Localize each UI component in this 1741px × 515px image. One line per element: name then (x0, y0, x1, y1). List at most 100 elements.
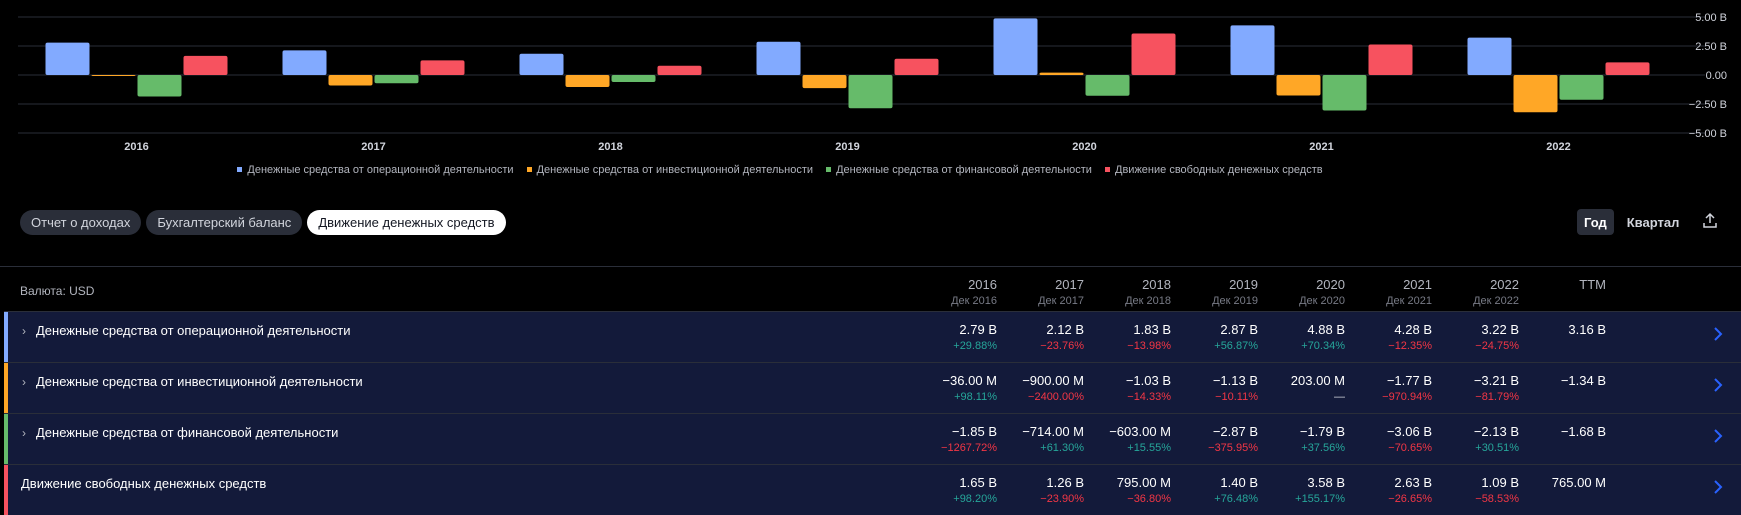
column-year: 2022 (1490, 277, 1519, 292)
table-cell: 3.22 B −24.75% (1439, 322, 1519, 352)
cell-change: +37.56% (1301, 442, 1345, 454)
bar-2018-series-0[interactable] (519, 53, 564, 75)
cell-value: 2.63 B (1394, 475, 1432, 490)
cell-change: +56.87% (1214, 340, 1258, 352)
y-tick-label: 2.50 B (1695, 41, 1727, 53)
bar-2017-series-3[interactable] (420, 60, 465, 75)
table-cell: 795.00 M −36.80% (1091, 475, 1171, 505)
chevron-right-icon[interactable] (1709, 324, 1727, 344)
cell-value: −3.06 B (1386, 424, 1432, 439)
x-tick-label: 2021 (1309, 141, 1333, 153)
bar-2019-series-1[interactable] (802, 75, 847, 89)
table-cell: 2.87 B +56.87% (1178, 322, 1258, 352)
cell-change: −12.35% (1388, 340, 1432, 352)
table-row[interactable]: Движение свободных денежных средств 1.65 … (4, 464, 1741, 515)
cell-value: −1.68 B (1560, 424, 1606, 439)
table-cell: −900.00 M −2400.00% (1004, 373, 1084, 403)
table-cell: 1.09 B −58.53% (1439, 475, 1519, 505)
bar-2022-series-2[interactable] (1559, 75, 1604, 100)
table-cell: 3.16 B (1526, 322, 1606, 340)
bar-2021-series-3[interactable] (1368, 44, 1413, 75)
x-tick-label: 2020 (1072, 141, 1096, 153)
bar-2019-series-3[interactable] (894, 58, 939, 75)
x-tick-label: 2017 (361, 141, 385, 153)
table-cell: −3.21 B −81.79% (1439, 373, 1519, 403)
cell-value: 2.12 B (1046, 322, 1084, 337)
period-quarter-button[interactable]: Квартал (1626, 214, 1680, 230)
bar-2020-series-3[interactable] (1131, 33, 1176, 75)
bar-2022-series-1[interactable] (1513, 75, 1558, 113)
row-color-indicator (4, 414, 8, 464)
bar-2021-series-0[interactable] (1230, 25, 1275, 76)
column-period: Дек 2021 (1386, 295, 1432, 307)
row-label: Движение свободных денежных средств (21, 476, 267, 491)
chevron-right-icon[interactable] (1709, 375, 1727, 395)
expand-chevron-icon[interactable]: › (22, 324, 26, 338)
bar-2022-series-3[interactable] (1605, 62, 1650, 75)
cell-change: +30.51% (1475, 442, 1519, 454)
cell-change: +98.11% (954, 391, 997, 403)
bar-2017-series-2[interactable] (374, 75, 419, 84)
table-cell: −36.00 M +98.11% (917, 373, 997, 403)
tab-balance-sheet[interactable]: Бухгалтерский баланс (146, 210, 303, 235)
cell-value: −3.21 B (1473, 373, 1519, 388)
bar-2022-series-0[interactable] (1467, 37, 1512, 75)
y-tick-label: −2.50 B (1689, 99, 1727, 111)
table-cell: 1.40 B +76.48% (1178, 475, 1258, 505)
statement-tabs: Отчет о доходах Бухгалтерский баланс Дви… (20, 210, 506, 235)
bar-2019-series-0[interactable] (756, 41, 801, 75)
bar-2018-series-2[interactable] (611, 75, 656, 82)
tab-cash-flow[interactable]: Движение денежных средств (307, 210, 506, 235)
x-tick-label: 2018 (598, 141, 622, 153)
column-header: 2017 Дек 2017 (1004, 277, 1084, 307)
bar-2019-series-2[interactable] (848, 75, 893, 109)
column-header: 2021 Дек 2021 (1352, 277, 1432, 307)
table-row[interactable]: › Денежные средства от инвестиционной дея… (4, 362, 1741, 413)
cell-change: −23.76% (1040, 340, 1084, 352)
chevron-right-icon[interactable] (1709, 477, 1727, 497)
share-icon[interactable] (1700, 211, 1720, 231)
legend-item-free-cash-flow[interactable]: Движение свободных денежных средств (1105, 164, 1323, 176)
bar-2016-series-3[interactable] (183, 55, 228, 75)
legend-item-operating[interactable]: Денежные средства от операционной деятел… (237, 164, 514, 176)
column-year: 2016 (968, 277, 997, 292)
column-header: 2022 Дек 2022 (1439, 277, 1519, 307)
table-cell: 2.63 B −26.65% (1352, 475, 1432, 505)
cell-value: −714.00 M (1022, 424, 1084, 439)
bar-2021-series-1[interactable] (1276, 75, 1321, 96)
legend-item-investing[interactable]: Денежные средства от инвестиционной деят… (526, 164, 813, 176)
bar-2017-series-1[interactable] (328, 75, 373, 86)
chevron-right-icon[interactable] (1709, 426, 1727, 446)
expand-chevron-icon[interactable]: › (22, 375, 26, 389)
column-period: Дек 2016 (951, 295, 997, 307)
period-year-button[interactable]: Год (1577, 209, 1614, 235)
bar-2016-series-2[interactable] (137, 75, 182, 97)
tab-income-statement[interactable]: Отчет о доходах (20, 210, 142, 235)
bar-2016-series-1[interactable] (91, 75, 136, 76)
cell-value: 1.09 B (1481, 475, 1519, 490)
table-row[interactable]: › Денежные средства от финансовой деятель… (4, 413, 1741, 464)
row-color-indicator (4, 312, 8, 362)
bar-2018-series-1[interactable] (565, 75, 610, 87)
bar-2016-series-0[interactable] (45, 42, 90, 75)
cell-value: −2.13 B (1473, 424, 1519, 439)
table-row[interactable]: › Денежные средства от операционной деяте… (4, 311, 1741, 362)
bar-2020-series-0[interactable] (993, 18, 1038, 76)
bar-2020-series-2[interactable] (1085, 75, 1130, 96)
bar-2018-series-3[interactable] (657, 65, 702, 75)
cash-flow-bar-chart: 5.00 B 2.50 B 0.00 −2.50 B −5.00 B 2016 2017 20… (18, 12, 1727, 153)
bar-2020-series-1[interactable] (1039, 72, 1084, 75)
legend-item-financing[interactable]: Денежные средства от финансовой деятельн… (826, 164, 1092, 176)
bar-2017-series-0[interactable] (282, 50, 327, 75)
column-year: 2018 (1142, 277, 1171, 292)
cash-flow-table: › Денежные средства от операционной деяте… (4, 311, 1741, 515)
bar-2021-series-2[interactable] (1322, 75, 1367, 111)
cell-value: −1.79 B (1299, 424, 1345, 439)
column-header: TTM (1526, 277, 1606, 295)
column-period: Дек 2018 (1125, 295, 1171, 307)
expand-chevron-icon[interactable]: › (22, 426, 26, 440)
cell-value: −1.85 B (951, 424, 997, 439)
table-cell: 1.83 B −13.98% (1091, 322, 1171, 352)
currency-label: Валюта: USD (20, 284, 95, 298)
cell-change: −36.80% (1127, 493, 1171, 505)
